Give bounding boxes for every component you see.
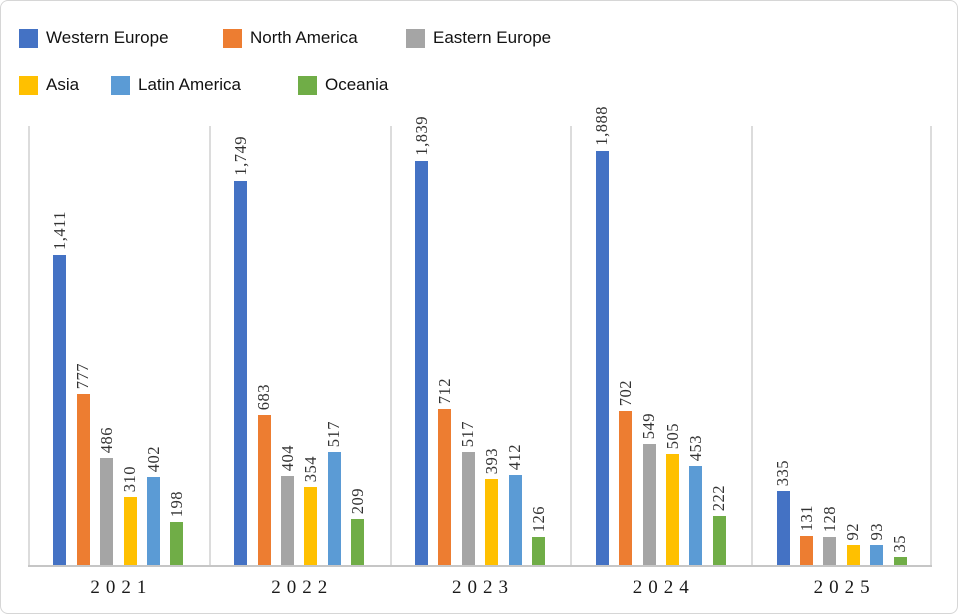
bar-2023-western-europe bbox=[415, 161, 428, 565]
bar-2025-eastern-europe bbox=[823, 537, 837, 565]
x-axis-labels: 2021 2022 2023 2024 2025 bbox=[28, 573, 932, 605]
bar-2023-latin-america bbox=[508, 475, 522, 565]
bar-2021-latin-america bbox=[147, 477, 160, 565]
legend-swatch-north-america bbox=[223, 28, 242, 48]
bar-value-label-2022-western-europe: 1,749 bbox=[230, 136, 250, 176]
x-tick-label-2025: 2025 bbox=[813, 577, 876, 598]
bar-2021-oceania bbox=[170, 522, 184, 565]
bar-value-label-2024-western-europe: 1,888 bbox=[592, 106, 612, 146]
legend-item-eastern-europe: Eastern Europe bbox=[406, 28, 551, 48]
bar-value-label-2023-north-america: 712 bbox=[434, 377, 454, 404]
bar-2022-western-europe bbox=[234, 181, 248, 565]
bar-2025-north-america bbox=[800, 536, 813, 565]
legend-label: Latin America bbox=[138, 75, 241, 94]
bar-value-label-2023-western-europe: 1,839 bbox=[411, 116, 431, 156]
bar-value-label-2021-eastern-europe: 486 bbox=[96, 426, 116, 453]
legend-label: Oceania bbox=[325, 75, 389, 94]
bar-value-label-2021-oceania: 198 bbox=[166, 490, 186, 517]
bar-2023-oceania bbox=[532, 537, 545, 565]
bar-value-label-2024-latin-america: 453 bbox=[685, 434, 705, 461]
legend-item-oceania: Oceania bbox=[298, 75, 388, 95]
bar-value-label-2025-oceania: 35 bbox=[890, 534, 910, 553]
x-axis-baseline bbox=[28, 565, 932, 567]
bar-value-label-2025-western-europe: 335 bbox=[773, 459, 793, 486]
bar-value-label-2023-eastern-europe: 517 bbox=[458, 420, 478, 447]
legend-label: Eastern Europe bbox=[433, 28, 552, 47]
bar-value-label-2025-asia: 92 bbox=[843, 522, 863, 541]
panel-separator bbox=[208, 126, 211, 565]
bar-2024-eastern-europe bbox=[642, 444, 656, 565]
bar-2023-asia bbox=[485, 479, 499, 565]
bar-2024-asia bbox=[666, 454, 679, 565]
bar-2025-latin-america bbox=[870, 545, 884, 565]
bar-value-label-2024-oceania: 222 bbox=[709, 484, 729, 511]
bar-value-label-2023-asia: 393 bbox=[481, 447, 501, 474]
bar-2024-latin-america bbox=[689, 466, 703, 565]
bar-2024-north-america bbox=[619, 411, 633, 565]
bar-value-label-2021-asia: 310 bbox=[120, 465, 140, 492]
bar-value-label-2022-north-america: 683 bbox=[254, 383, 274, 410]
panel-separator bbox=[389, 126, 392, 565]
x-tick-label-2023: 2023 bbox=[451, 577, 514, 598]
bar-2021-eastern-europe bbox=[100, 458, 114, 565]
legend-item-north-america: North America bbox=[223, 28, 358, 48]
plot-left-border bbox=[28, 126, 30, 565]
panel-separator bbox=[570, 126, 573, 565]
legend-swatch-oceania bbox=[298, 75, 317, 95]
legend-label: Asia bbox=[46, 75, 80, 94]
legend-swatch-western-europe bbox=[19, 28, 38, 48]
bar-value-label-2025-north-america: 131 bbox=[796, 504, 816, 531]
bar-value-label-2022-latin-america: 517 bbox=[324, 420, 344, 447]
x-tick-label-2022: 2022 bbox=[271, 577, 334, 598]
bar-2025-oceania bbox=[893, 557, 907, 565]
bar-2021-asia bbox=[123, 497, 137, 565]
bar-value-label-2024-asia: 505 bbox=[662, 422, 682, 449]
bar-value-label-2021-latin-america: 402 bbox=[143, 445, 163, 472]
x-tick-label-2024: 2024 bbox=[632, 577, 695, 598]
bar-2023-eastern-europe bbox=[461, 452, 475, 565]
bar-2022-asia bbox=[304, 487, 318, 565]
bar-2025-western-europe bbox=[776, 491, 790, 565]
bar-2024-western-europe bbox=[595, 151, 609, 565]
x-tick-label-2021: 2021 bbox=[90, 577, 153, 598]
legend-item-western-europe: Western Europe bbox=[19, 28, 169, 48]
legend-swatch-asia bbox=[19, 75, 38, 95]
bar-2022-latin-america bbox=[327, 452, 341, 565]
legend-swatch-latin-america bbox=[111, 75, 130, 95]
bar-2023-north-america bbox=[438, 409, 452, 565]
bar-2021-north-america bbox=[76, 394, 90, 565]
bar-2025-asia bbox=[846, 545, 860, 565]
bar-2022-north-america bbox=[257, 415, 271, 565]
bar-2022-oceania bbox=[351, 519, 365, 565]
panel-separator bbox=[751, 126, 754, 565]
bar-value-label-2022-oceania: 209 bbox=[347, 487, 367, 514]
bar-2021-western-europe bbox=[53, 255, 67, 565]
bar-2022-eastern-europe bbox=[281, 476, 294, 565]
plot-right-border bbox=[930, 126, 932, 565]
bar-value-label-2022-eastern-europe: 404 bbox=[277, 444, 297, 471]
legend-label: North America bbox=[250, 28, 358, 47]
legend-item-latin-america: Latin America bbox=[111, 75, 241, 95]
legend-swatch-eastern-europe bbox=[406, 28, 425, 48]
bar-value-label-2025-latin-america: 93 bbox=[866, 522, 886, 541]
bar-value-label-2021-north-america: 777 bbox=[73, 362, 93, 389]
bar-2024-oceania bbox=[712, 516, 726, 565]
bar-value-label-2023-oceania: 126 bbox=[528, 505, 548, 532]
bar-value-label-2024-north-america: 702 bbox=[615, 379, 635, 406]
bar-value-label-2022-asia: 354 bbox=[300, 455, 320, 482]
bar-value-label-2023-latin-america: 412 bbox=[505, 443, 525, 470]
bar-value-label-2024-eastern-europe: 549 bbox=[639, 412, 659, 439]
legend-label: Western Europe bbox=[46, 28, 169, 47]
chart-legend: Western Europe North America Eastern Europ… bbox=[1, 1, 957, 111]
bar-value-label-2025-eastern-europe: 128 bbox=[819, 505, 839, 532]
legend-item-asia: Asia bbox=[19, 75, 79, 95]
bar-value-label-2021-western-europe: 1,411 bbox=[49, 210, 69, 250]
plot-area: 1,411 777 486 310 402 198 1,749 683 404 354 517 209… bbox=[28, 106, 932, 567]
